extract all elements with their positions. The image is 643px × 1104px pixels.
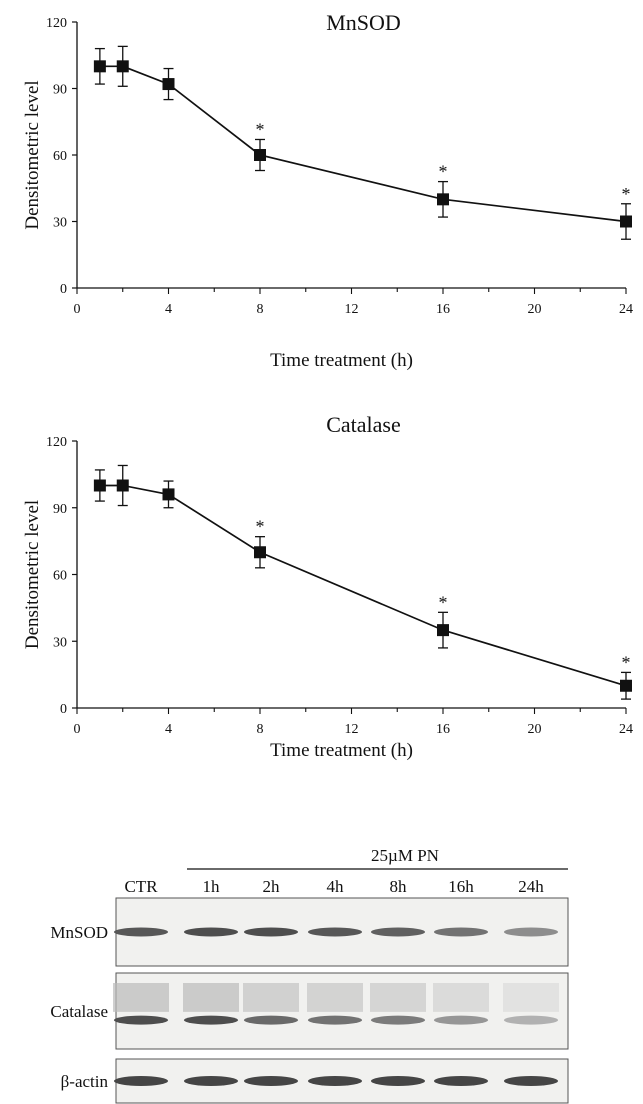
blot-band	[434, 1015, 488, 1025]
blot-band	[244, 1015, 298, 1025]
x-tick-label: 4	[165, 722, 172, 737]
blot-smear	[433, 983, 489, 1012]
x-tick-label: 20	[528, 302, 542, 317]
y-axis-label: Densitometric level	[22, 500, 43, 649]
treatment-label: 25µM PN	[371, 846, 439, 865]
data-point	[620, 215, 632, 228]
data-point	[620, 679, 632, 692]
blot-band	[114, 927, 168, 937]
x-tick-label: 16	[436, 722, 450, 737]
mnsod-chart: MnSOD 0 30 60 90 120 0 4 8 12 16 20 24 Time treatment…	[22, 10, 633, 371]
lane-label-16h: 16h	[448, 877, 474, 896]
significance-asterisk: *	[439, 162, 448, 182]
x-tick-label: 0	[74, 302, 81, 317]
blot-row-label-mnsod: MnSOD	[50, 923, 108, 942]
blot-band	[504, 927, 558, 937]
blot-band	[184, 1076, 238, 1086]
y-tick-label: 90	[53, 502, 67, 517]
blot-band	[371, 1076, 425, 1086]
data-point	[437, 193, 449, 206]
x-axis-label: Time treatment (h)	[270, 740, 413, 761]
lane-label-2h: 2h	[263, 877, 281, 896]
y-tick-label: 90	[53, 83, 67, 98]
blot-band	[434, 1076, 488, 1086]
blot-band	[308, 927, 362, 937]
blot-smear	[113, 983, 169, 1012]
x-tick-label: 8	[257, 722, 264, 737]
blot-band	[244, 927, 298, 937]
chart-title: MnSOD	[326, 10, 401, 35]
x-tick-label: 0	[74, 722, 81, 737]
data-point	[93, 60, 106, 73]
blot-row-label-beta-actin: β-actin	[61, 1072, 109, 1091]
blot-band	[371, 927, 425, 937]
significance-asterisk: *	[256, 517, 265, 537]
blot-row-label-catalase: Catalase	[50, 1002, 108, 1021]
blot-smear	[243, 983, 299, 1012]
significance-asterisk: *	[256, 119, 265, 139]
x-tick-label: 8	[257, 302, 264, 317]
y-tick-label: 120	[46, 16, 67, 31]
y-tick-label: 0	[60, 282, 67, 297]
blot-band	[308, 1015, 362, 1025]
lane-label-ctr: CTR	[124, 877, 158, 896]
lane-label-24h: 24h	[518, 877, 544, 896]
y-tick-label: 60	[53, 149, 67, 164]
blot-smear	[503, 983, 559, 1012]
blot-band	[184, 927, 238, 937]
data-point	[93, 479, 106, 492]
lane-label-4h: 4h	[327, 877, 345, 896]
significance-asterisk: *	[622, 184, 631, 204]
series-line	[99, 484, 627, 687]
data-point	[162, 78, 175, 91]
x-tick-label: 12	[345, 722, 359, 737]
data-point	[162, 488, 175, 501]
data-point	[254, 149, 266, 161]
blot-smear	[307, 983, 363, 1012]
data-point	[254, 546, 266, 559]
blot-band	[184, 1015, 238, 1025]
y-tick-label: 30	[53, 635, 67, 650]
data-point	[437, 624, 449, 637]
blot-band	[371, 1015, 425, 1025]
blot-band	[114, 1015, 168, 1025]
x-tick-label: 4	[165, 302, 172, 317]
blot-band	[434, 927, 488, 937]
y-tick-label: 30	[53, 216, 67, 231]
x-tick-label: 16	[436, 302, 450, 317]
significance-asterisk: *	[622, 652, 631, 672]
x-axis-label: Time treatment (h)	[270, 350, 413, 371]
lane-label-8h: 8h	[390, 877, 408, 896]
x-tick-label: 12	[345, 302, 359, 317]
data-point	[116, 479, 129, 492]
x-tick-label: 24	[619, 302, 633, 317]
lane-label-1h: 1h	[203, 877, 221, 896]
chart-title: Catalase	[326, 412, 401, 437]
data-point	[116, 60, 129, 73]
significance-asterisk: *	[439, 592, 448, 612]
series-line	[99, 65, 627, 223]
blot-band	[244, 1076, 298, 1086]
y-tick-label: 120	[46, 435, 67, 450]
blot-band	[504, 1015, 558, 1025]
x-tick-label: 20	[528, 722, 542, 737]
blot-smear	[183, 983, 239, 1012]
y-tick-label: 0	[60, 702, 67, 717]
blot-smear	[370, 983, 426, 1012]
blot-band	[114, 1076, 168, 1086]
y-axis-label: Densitometric level	[22, 80, 43, 229]
y-tick-label: 60	[53, 569, 67, 584]
x-tick-label: 24	[619, 722, 633, 737]
western-blot-panel: 25µM PN CTR 1h 2h 4h 8h 16h 24h MnSOD Catalase β-a…	[50, 846, 569, 1104]
blot-band	[504, 1076, 558, 1086]
catalase-chart: Catalase 0 30 60 90 120 0 4 8 12 16 20 24 Time treatm…	[22, 412, 633, 761]
blot-band	[308, 1076, 362, 1086]
